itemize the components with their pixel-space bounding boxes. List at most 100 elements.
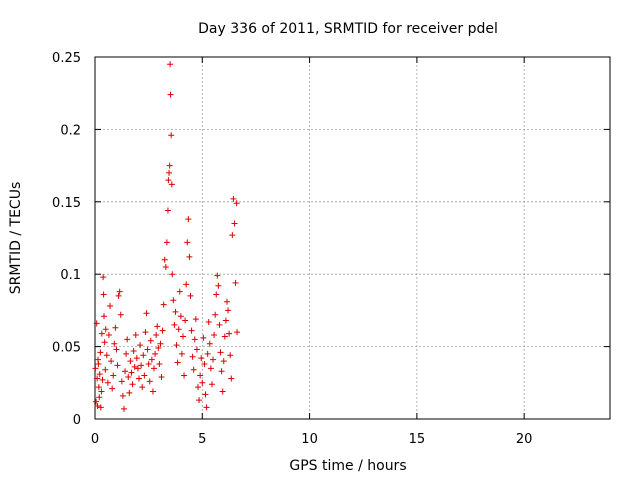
data-point: [113, 346, 120, 353]
data-point: [122, 368, 129, 375]
data-point: [126, 389, 133, 396]
data-point: [204, 350, 211, 357]
data-point: [218, 368, 225, 375]
data-point: [95, 360, 102, 367]
data-point: [221, 333, 228, 340]
data-point: [193, 346, 200, 353]
data-point: [198, 355, 205, 362]
data-point: [103, 352, 110, 359]
data-point: [96, 394, 103, 401]
data-point: [140, 352, 147, 359]
data-point: [181, 372, 188, 379]
data-point: [202, 391, 209, 398]
data-point: [158, 374, 165, 381]
data-point: [159, 327, 166, 334]
data-point: [178, 350, 185, 357]
y-tick-label: 0.25: [52, 51, 81, 66]
data-point: [234, 329, 241, 336]
data-point: [151, 365, 158, 372]
data-point: [130, 347, 137, 354]
data-point: [206, 340, 213, 347]
data-point: [124, 336, 131, 343]
data-point: [123, 350, 130, 357]
data-point: [167, 91, 174, 98]
data-point: [233, 200, 240, 207]
data-point: [216, 321, 223, 328]
data-point: [100, 291, 107, 298]
data-point: [146, 378, 153, 385]
data-point: [148, 356, 155, 363]
data-point: [217, 349, 224, 356]
data-point: [174, 359, 181, 366]
x-tick-label: 0: [91, 432, 99, 447]
data-point: [175, 326, 182, 333]
data-point: [133, 355, 140, 362]
data-point: [93, 320, 100, 327]
data-point: [161, 256, 168, 263]
y-tick-label: 0.15: [52, 196, 81, 211]
x-tick-labels: 0 5 10 15 20: [91, 432, 533, 447]
data-point: [95, 384, 102, 391]
data-point: [131, 363, 138, 370]
data-point: [143, 310, 150, 317]
data-point: [93, 398, 100, 405]
data-point: [207, 365, 214, 372]
data-point: [203, 404, 210, 411]
data-point: [101, 313, 108, 320]
data-point: [195, 384, 201, 391]
data-point: [210, 356, 217, 363]
data-point: [229, 232, 236, 239]
data-point: [162, 263, 169, 270]
data-point: [226, 330, 233, 337]
data-point: [230, 195, 237, 202]
data-point: [142, 329, 149, 336]
data-point: [119, 392, 126, 399]
data-point: [141, 372, 148, 379]
data-point: [96, 371, 103, 378]
data-point: [185, 216, 192, 223]
data-point: [109, 385, 116, 392]
data-point: [102, 326, 109, 333]
data-point: [228, 375, 235, 382]
data-point: [145, 360, 152, 367]
x-tick-label: 5: [198, 432, 206, 447]
data-point: [110, 372, 117, 379]
y-tick-label: 0.05: [52, 341, 81, 356]
data-point: [144, 346, 151, 353]
data-point: [223, 298, 230, 305]
data-point: [167, 61, 174, 68]
data-point: [97, 349, 104, 356]
data-point: [189, 353, 196, 360]
data-point: [138, 362, 145, 369]
data-point: [231, 220, 238, 227]
data-point: [213, 291, 220, 298]
y-tick-labels: 0 0.05 0.1 0.15 0.2 0.25: [52, 51, 81, 428]
data-point: [212, 311, 219, 318]
data-point: [132, 332, 139, 339]
data-point: [120, 405, 127, 412]
data-point: [176, 288, 183, 295]
data-point: [225, 307, 232, 314]
data-point: [197, 372, 204, 379]
data-point: [166, 169, 173, 176]
data-point: [179, 333, 186, 340]
data-point: [115, 292, 122, 299]
data-point: [94, 402, 101, 409]
data-point: [222, 317, 229, 324]
data-point: [220, 358, 227, 365]
data-point: [215, 282, 222, 289]
x-tick-label: 15: [409, 432, 426, 447]
x-tick-label: 20: [516, 432, 533, 447]
data-point: [232, 279, 239, 286]
data-point: [98, 330, 105, 337]
data-point: [177, 313, 184, 320]
data-point: [147, 337, 154, 344]
data-point: [125, 374, 132, 381]
data-point: [94, 375, 101, 382]
data-point: [100, 274, 107, 281]
data-point: [129, 381, 136, 388]
data-point: [117, 311, 124, 318]
data-point: [166, 162, 173, 169]
